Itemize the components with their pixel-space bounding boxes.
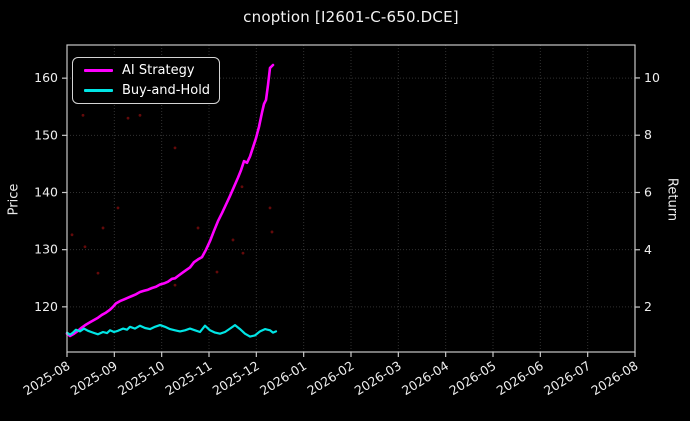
signal-dot	[173, 146, 177, 150]
signal-dot	[270, 230, 274, 234]
y-tick-label-right: 6	[644, 184, 652, 199]
chart-title: cnoption [I2601-C-650.DCE]	[243, 8, 459, 26]
x-tick-label: 2026-06	[494, 358, 546, 398]
legend-label-buy-and-hold: Buy-and-Hold	[122, 83, 211, 98]
signal-dot	[116, 206, 120, 210]
ai-strategy-line-swatch	[84, 68, 113, 73]
legend: AI Strategy Buy-and-Hold	[72, 57, 220, 104]
signal-dot	[101, 226, 105, 230]
y-tick-label-right: 10	[644, 70, 660, 85]
x-tick-label: 2026-05	[446, 358, 498, 398]
x-tick-label: 2026-07	[541, 358, 593, 398]
series-line-buy-and-hold	[65, 324, 278, 338]
legend-entry-buy-and-hold: Buy-and-Hold	[84, 84, 219, 97]
x-tick-label: 2026-03	[352, 358, 404, 398]
x-tick-label: 2026-01	[257, 358, 309, 398]
y-tick-label-left: 130	[34, 242, 58, 257]
signal-dot	[96, 271, 100, 275]
y-tick-label-left: 120	[34, 299, 58, 314]
x-tick-label: 2026-08	[588, 358, 640, 398]
series-line-ai-strategy	[65, 63, 275, 338]
signal-dot	[138, 113, 142, 117]
legend-entry-ai-strategy: AI Strategy	[84, 64, 219, 77]
y-tick-label-left: 160	[34, 70, 58, 85]
signal-dot	[231, 238, 235, 242]
y-tick-label-right: 8	[644, 127, 652, 142]
y-tick-label-right: 4	[644, 242, 652, 257]
signal-dot	[196, 226, 200, 230]
y-tick-label-right: 2	[644, 299, 652, 314]
x-tick-label: 2026-02	[304, 358, 356, 398]
signal-dot	[83, 245, 87, 249]
signal-dot	[173, 283, 177, 287]
x-tick-label: 2025-08	[20, 358, 72, 398]
signal-dot	[268, 206, 272, 210]
signal-dot	[81, 113, 85, 117]
x-tick-label: 2025-11	[162, 358, 214, 398]
x-tick-label: 2025-10	[115, 358, 167, 398]
buy-and-hold-line-swatch	[84, 88, 113, 93]
legend-label-ai-strategy: AI Strategy	[122, 63, 195, 78]
signal-dot	[240, 185, 244, 189]
signal-dot	[215, 270, 219, 274]
y-tick-label-left: 140	[34, 184, 58, 199]
x-tick-label: 2025-12	[210, 358, 262, 398]
signal-dot	[126, 116, 130, 120]
y-tick-label-left: 150	[34, 127, 58, 142]
signal-dot	[70, 233, 74, 237]
signal-dot	[241, 251, 245, 255]
x-tick-label: 2025-09	[68, 358, 120, 398]
x-tick-label: 2026-04	[399, 358, 451, 398]
